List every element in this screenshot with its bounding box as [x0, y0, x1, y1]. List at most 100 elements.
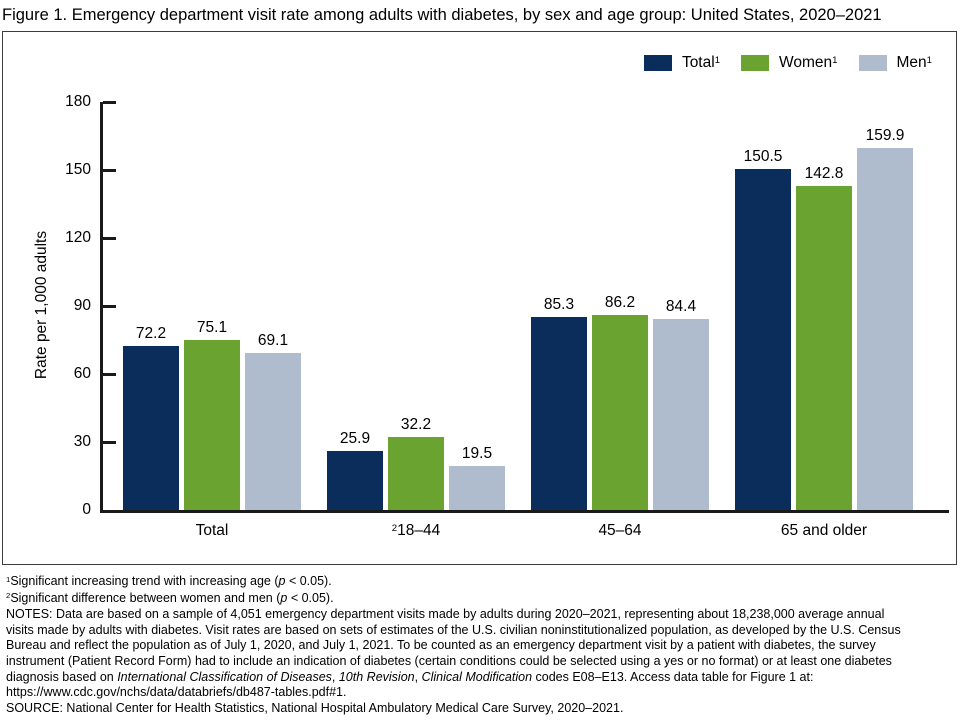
- bar-total: [531, 317, 587, 510]
- footnote-line: 2Significant difference between women an…: [6, 591, 956, 608]
- bar-wrap: 86.2: [592, 294, 648, 510]
- footnote-text: instrument (Patient Record Form) had to …: [6, 653, 892, 668]
- footnote-line: instrument (Patient Record Form) had to …: [6, 654, 956, 670]
- legend-label: Men1: [896, 54, 933, 71]
- bar-value-label: 86.2: [604, 294, 636, 311]
- bar-value-label: 72.2: [135, 325, 167, 342]
- y-tick-label: 90: [73, 297, 91, 314]
- bar-men: [449, 466, 505, 510]
- footnote-line: visits made by adults with diabetes. Vis…: [6, 623, 956, 639]
- footnote-text: < 0.05).: [287, 590, 334, 605]
- bar-total: [327, 451, 383, 510]
- x-category-label: 65 and older: [780, 522, 868, 539]
- footnote-line: 1Significant increasing trend with incre…: [6, 574, 956, 591]
- bar-women: [796, 186, 852, 510]
- footnote-text: SOURCE: National Center for Health Stati…: [6, 700, 624, 715]
- footnote-text: Clinical Modification: [421, 669, 533, 684]
- y-tick-mark: [103, 236, 116, 240]
- bar-value-label: 84.4: [665, 298, 697, 315]
- footnote-line: https://www.cdc.gov/nchs/data/databriefs…: [6, 685, 956, 701]
- footnote-text: diagnosis based on: [6, 669, 118, 684]
- bar-value-label: 75.1: [196, 319, 228, 336]
- bar-group-65-and-older: 150.5 142.8 159.9: [735, 127, 913, 510]
- footnote-text: International Classification of Diseases: [117, 669, 332, 684]
- legend-item-men: Men1: [858, 54, 933, 72]
- bar-wrap: 69.1: [245, 332, 301, 510]
- plot-inner: 0 30 60 90 120 150 180 72.2 75.1 69.1 Total 25.9 32.…: [65, 93, 949, 539]
- legend-superscript: 1: [832, 54, 838, 66]
- bar-wrap: 142.8: [796, 165, 852, 510]
- y-tick-mark: [103, 372, 116, 376]
- footnote-superscript: 1: [6, 574, 11, 584]
- legend-superscript: 1: [926, 54, 932, 66]
- bar-wrap: 32.2: [388, 416, 444, 510]
- bar-value-label: 25.9: [339, 430, 371, 447]
- x-category-label: Total: [195, 522, 229, 539]
- bar-wrap: 84.4: [653, 298, 709, 510]
- footnote-text: p: [280, 590, 288, 605]
- footnote-text: ,: [414, 669, 422, 684]
- y-tick-label: 0: [82, 501, 91, 518]
- legend-swatch-icon: [643, 55, 672, 71]
- legend-label: Total1: [681, 54, 721, 71]
- bar-men: [245, 353, 301, 510]
- footnote-line: SOURCE: National Center for Health Stati…: [6, 701, 956, 717]
- bar-total: [123, 346, 179, 510]
- y-tick-label: 60: [73, 365, 91, 382]
- bar-group-18-44: 25.9 32.2 19.5: [327, 416, 505, 510]
- footnote-line: diagnosis based on International Classif…: [6, 670, 956, 686]
- legend-swatch-icon: [741, 55, 770, 71]
- bar-wrap: 25.9: [327, 430, 383, 510]
- bar-value-label: 85.3: [543, 296, 575, 313]
- y-tick-mark: [103, 440, 116, 444]
- legend: Total1 Women1 Men1: [643, 54, 933, 72]
- bar-value-label: 150.5: [743, 148, 783, 165]
- bar-men: [653, 319, 709, 510]
- legend-swatch-icon: [858, 55, 887, 71]
- figure-title: Figure 1. Emergency department visit rat…: [2, 6, 882, 24]
- bar-value-label: 32.2: [400, 416, 432, 433]
- y-tick-label: 120: [65, 229, 91, 246]
- footnote-text: Significant increasing trend with increa…: [10, 574, 279, 588]
- footnote-text: 10th Revision: [338, 669, 415, 684]
- bar-value-label: 142.8: [804, 165, 844, 182]
- bar-value-label: 159.9: [865, 127, 905, 144]
- footnote-text: codes E08–E13. Access data table for Fig…: [532, 669, 814, 684]
- footnote-text: https://www.cdc.gov/nchs/data/databriefs…: [6, 685, 347, 700]
- bar-value-label: 69.1: [257, 332, 289, 349]
- bar-women: [592, 315, 648, 510]
- legend-label: Women1: [779, 54, 838, 71]
- footnote-text: < 0.05).: [285, 574, 332, 588]
- footnote-line: Bureau and reflect the population as of …: [6, 638, 956, 654]
- legend-item-total: Total1: [643, 54, 721, 72]
- bar-wrap: 159.9: [857, 127, 913, 510]
- footnote-text: p: [278, 574, 286, 588]
- y-tick-label: 180: [65, 93, 91, 110]
- y-tick-label: 150: [65, 161, 91, 178]
- y-tick-label: 30: [73, 433, 91, 450]
- footnote-superscript: 2: [6, 591, 11, 601]
- bar-wrap: 75.1: [184, 319, 240, 510]
- legend-item-women: Women1: [741, 54, 838, 72]
- bar-total: [735, 169, 791, 510]
- category-superscript: 2: [391, 522, 398, 534]
- footnote-text: Significant difference between women and…: [10, 590, 281, 605]
- bar-wrap: 72.2: [123, 325, 179, 510]
- footnote-text: NOTES: Data are based on a sample of 4,0…: [6, 607, 885, 622]
- y-tick-mark: [103, 168, 116, 172]
- footnote-line: NOTES: Data are based on a sample of 4,0…: [6, 607, 956, 623]
- x-category-label: 218–44: [391, 522, 441, 539]
- footnotes: 1Significant increasing trend with incre…: [6, 574, 956, 716]
- bar-men: [857, 148, 913, 510]
- chart-area: Total1 Women1 Men1 Rate per 1,000 adults 0…: [2, 31, 957, 565]
- footnote-text: ,: [331, 669, 339, 684]
- y-tick-mark: [103, 100, 116, 104]
- bar-wrap: 19.5: [449, 445, 505, 510]
- bar-women: [184, 340, 240, 510]
- bar-group-total: 72.2 75.1 69.1: [123, 319, 301, 510]
- footnote-text: Bureau and reflect the population as of …: [6, 638, 876, 653]
- x-category-label: 45–64: [598, 522, 642, 539]
- bar-value-label: 19.5: [461, 445, 493, 462]
- footnote-text: visits made by adults with diabetes. Vis…: [6, 622, 901, 637]
